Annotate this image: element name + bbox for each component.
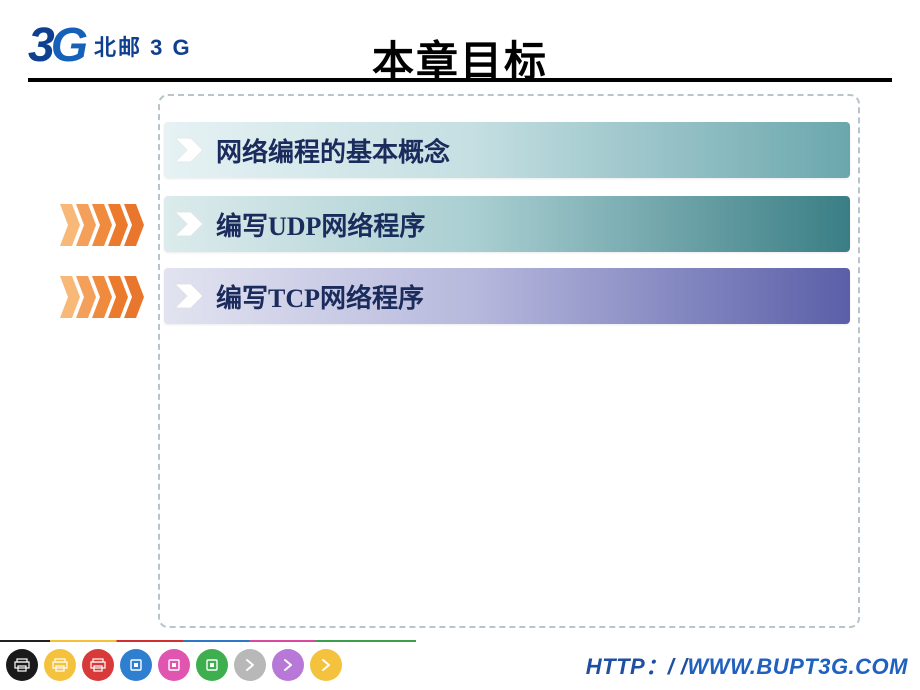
footer-url: HTTP：/ /WWW.BUPT3G.COM [586,649,908,681]
square-icon [204,657,220,673]
arrow-right-icon [242,657,258,673]
logo-mark: 3G [28,18,84,73]
footer-icon-square-green[interactable] [196,649,228,681]
footer-icon-arrow-gray[interactable] [234,649,266,681]
objective-bar-3: 编写TCP网络程序 [164,268,850,324]
printer-icon [52,657,68,673]
square-icon [166,657,182,673]
objective-bar-2: 编写UDP网络程序 [164,196,850,252]
objective-text-3: 编写TCP网络程序 [216,278,424,315]
slide-footer: HTTP：/ /WWW.BUPT3G.COM [0,640,920,690]
footer-icon-print-yellow[interactable] [44,649,76,681]
footer-icon-arrow-yellow[interactable] [310,649,342,681]
arrow-right-icon [172,133,206,167]
footer-icon-print-red[interactable] [82,649,114,681]
arrow-right-icon [172,279,206,313]
objective-text-2: 编写UDP网络程序 [216,206,425,243]
arrow-right-icon [280,657,296,673]
logo-g: G [51,19,84,72]
footer-icon-arrow-purple[interactable] [272,649,304,681]
footer-icon-row [6,649,342,681]
logo-3: 3 [28,19,51,72]
footer-icon-print-black[interactable] [6,649,38,681]
printer-icon [14,657,30,673]
slide-header: 3G 北邮 3 G 本章目标 [0,0,920,82]
arrow-right-icon [318,657,334,673]
square-icon [128,657,144,673]
objective-bar-1: 网络编程的基本概念 [164,122,850,178]
logo-text-cn: 北邮 3 G [94,30,192,62]
chevron-marker-2 [60,276,160,318]
objective-text-1: 网络编程的基本概念 [216,132,450,169]
chevron-marker-1 [60,204,160,246]
arrow-right-icon [172,207,206,241]
footer-url-main: WWW.BUPT3G.COM [688,654,908,679]
chevron-icon [124,204,144,246]
chevron-icon [124,276,144,318]
footer-icon-square-pink[interactable] [158,649,190,681]
header-divider [28,78,892,82]
printer-icon [90,657,106,673]
footer-url-prefix: HTTP：/ / [586,654,688,679]
logo: 3G 北邮 3 G [28,18,192,73]
footer-icon-square-blue[interactable] [120,649,152,681]
